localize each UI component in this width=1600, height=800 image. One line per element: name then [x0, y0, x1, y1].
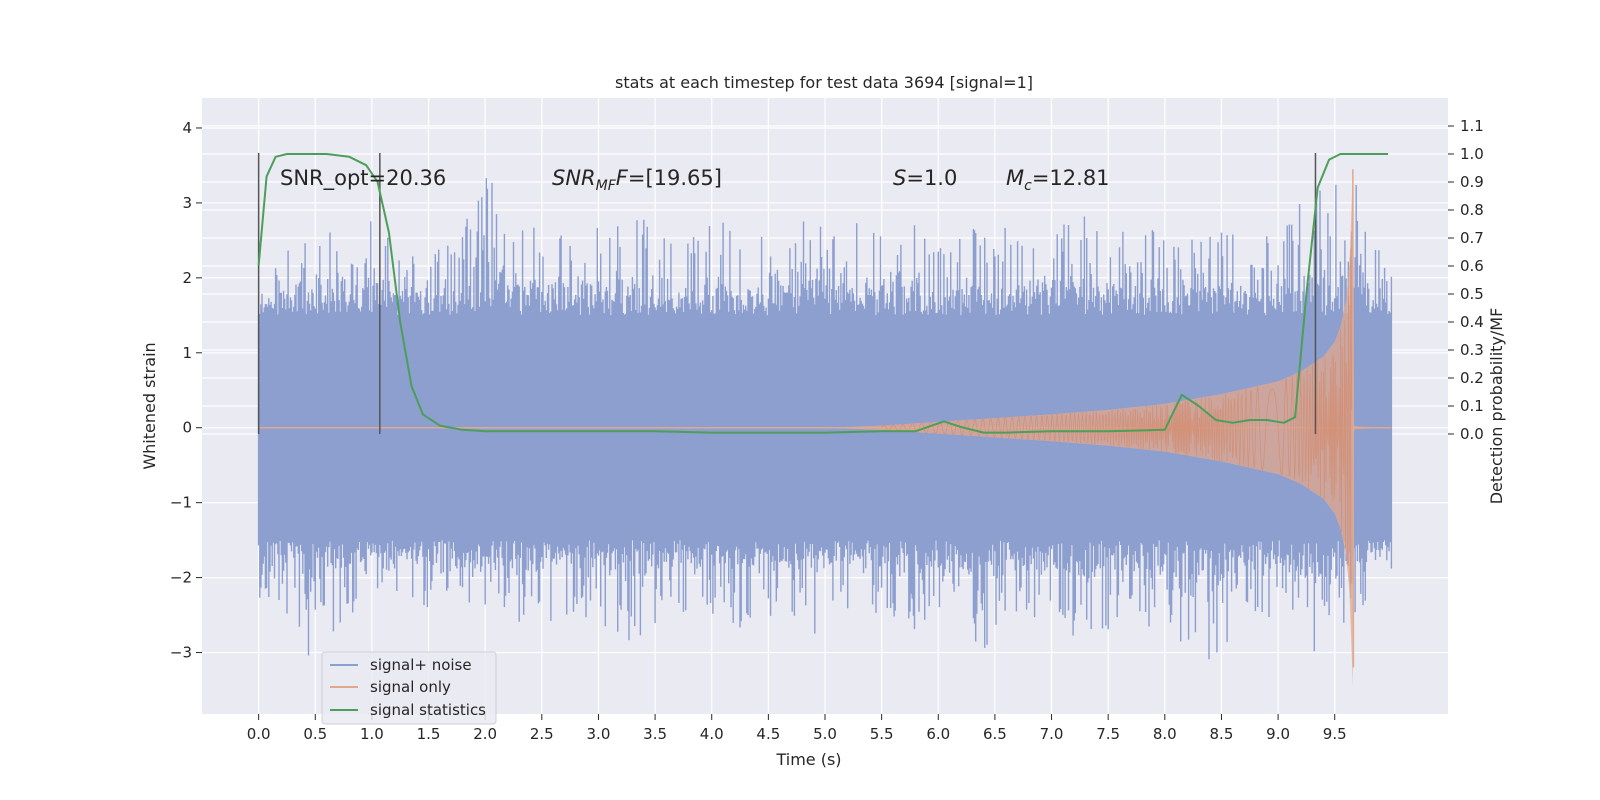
annotation-snr-opt: SNR_opt=20.36 — [280, 166, 446, 191]
x-tick-label: 8.0 — [1153, 725, 1177, 743]
x-tick-label: 4.0 — [700, 725, 724, 743]
y-right-tick-label: 0.7 — [1460, 229, 1484, 247]
x-tick-label: 2.5 — [530, 725, 554, 743]
signal-merger-spike — [1352, 169, 1355, 668]
x-tick-label: 6.0 — [926, 725, 950, 743]
x-tick-label: 8.5 — [1210, 725, 1234, 743]
x-tick-label: 0.5 — [303, 725, 327, 743]
signal-statistics-series — [257, 153, 1388, 434]
x-tick-label: 9.0 — [1266, 725, 1290, 743]
y-right-tick-label: 0.3 — [1460, 341, 1484, 359]
legend-label-signal: signal only — [370, 678, 451, 696]
x-tick-label: 3.0 — [587, 725, 611, 743]
legend-label-stats: signal statistics — [370, 701, 486, 719]
y-right-tick-label: 0.2 — [1460, 369, 1484, 387]
x-tick-label: 9.5 — [1323, 725, 1347, 743]
y-right-tick-label: 0.0 — [1460, 425, 1484, 443]
annotation-snr-mf: SNRMFF=[19.65] — [552, 166, 722, 194]
y-right-tick-label: 0.4 — [1460, 313, 1484, 331]
y-right-tick-label: 0.8 — [1460, 201, 1484, 219]
x-tick-label: 5.0 — [813, 725, 837, 743]
y-left-axis-ticks: 4 3 2 1 0 −1 −2 −3 — [170, 119, 202, 662]
y-left-tick-label: −1 — [170, 494, 192, 512]
y-right-axis-ticks: 1.1 1.0 0.9 0.8 0.7 0.6 0.5 0.4 0.3 0.2 0.1 0.0 — [1448, 117, 1484, 443]
legend: signal+ noise signal only signal statist… — [321, 651, 497, 725]
chart-title: stats at each timestep for test data 369… — [615, 73, 1033, 92]
x-tick-label: 1.5 — [417, 725, 441, 743]
y-left-tick-label: 1 — [182, 344, 192, 362]
x-axis-ticks: 0.0 0.5 1.0 1.5 2.0 2.5 3.0 3.5 4.0 4.5 5.0 5.5 6.0 6… — [247, 714, 1347, 743]
x-tick-label: 6.5 — [983, 725, 1007, 743]
y-left-axis-label: Whitened strain — [140, 342, 159, 469]
y-right-axis-label: Detection probability/MF — [1487, 308, 1506, 505]
y-right-tick-label: 0.1 — [1460, 397, 1484, 415]
x-tick-label: 7.5 — [1096, 725, 1120, 743]
legend-label-noise: signal+ noise — [370, 656, 472, 674]
legend-box — [321, 651, 497, 725]
x-tick-label: 0.0 — [247, 725, 271, 743]
x-tick-label: 3.5 — [643, 725, 667, 743]
x-axis-label: Time (s) — [775, 750, 841, 769]
y-right-tick-label: 0.9 — [1460, 173, 1484, 191]
x-tick-label: 5.5 — [870, 725, 894, 743]
y-left-tick-label: −3 — [170, 644, 192, 662]
y-left-tick-label: 0 — [182, 419, 192, 437]
y-right-tick-label: 1.0 — [1460, 145, 1484, 163]
y-right-tick-label: 1.1 — [1460, 117, 1484, 135]
y-left-tick-label: −2 — [170, 569, 192, 587]
x-tick-label: 4.5 — [756, 725, 780, 743]
x-tick-label: 2.0 — [473, 725, 497, 743]
y-left-tick-label: 2 — [182, 269, 192, 287]
y-left-tick-label: 4 — [182, 119, 192, 137]
stats-curve — [257, 153, 1388, 434]
y-left-tick-label: 3 — [182, 194, 192, 212]
y-right-tick-label: 0.5 — [1460, 285, 1484, 303]
annotation-mc: Mc=12.81 — [1006, 166, 1110, 194]
annotation-s: S=1.0 — [893, 166, 957, 190]
x-tick-label: 1.0 — [360, 725, 384, 743]
x-tick-label: 7.0 — [1040, 725, 1064, 743]
y-right-tick-label: 0.6 — [1460, 257, 1484, 275]
